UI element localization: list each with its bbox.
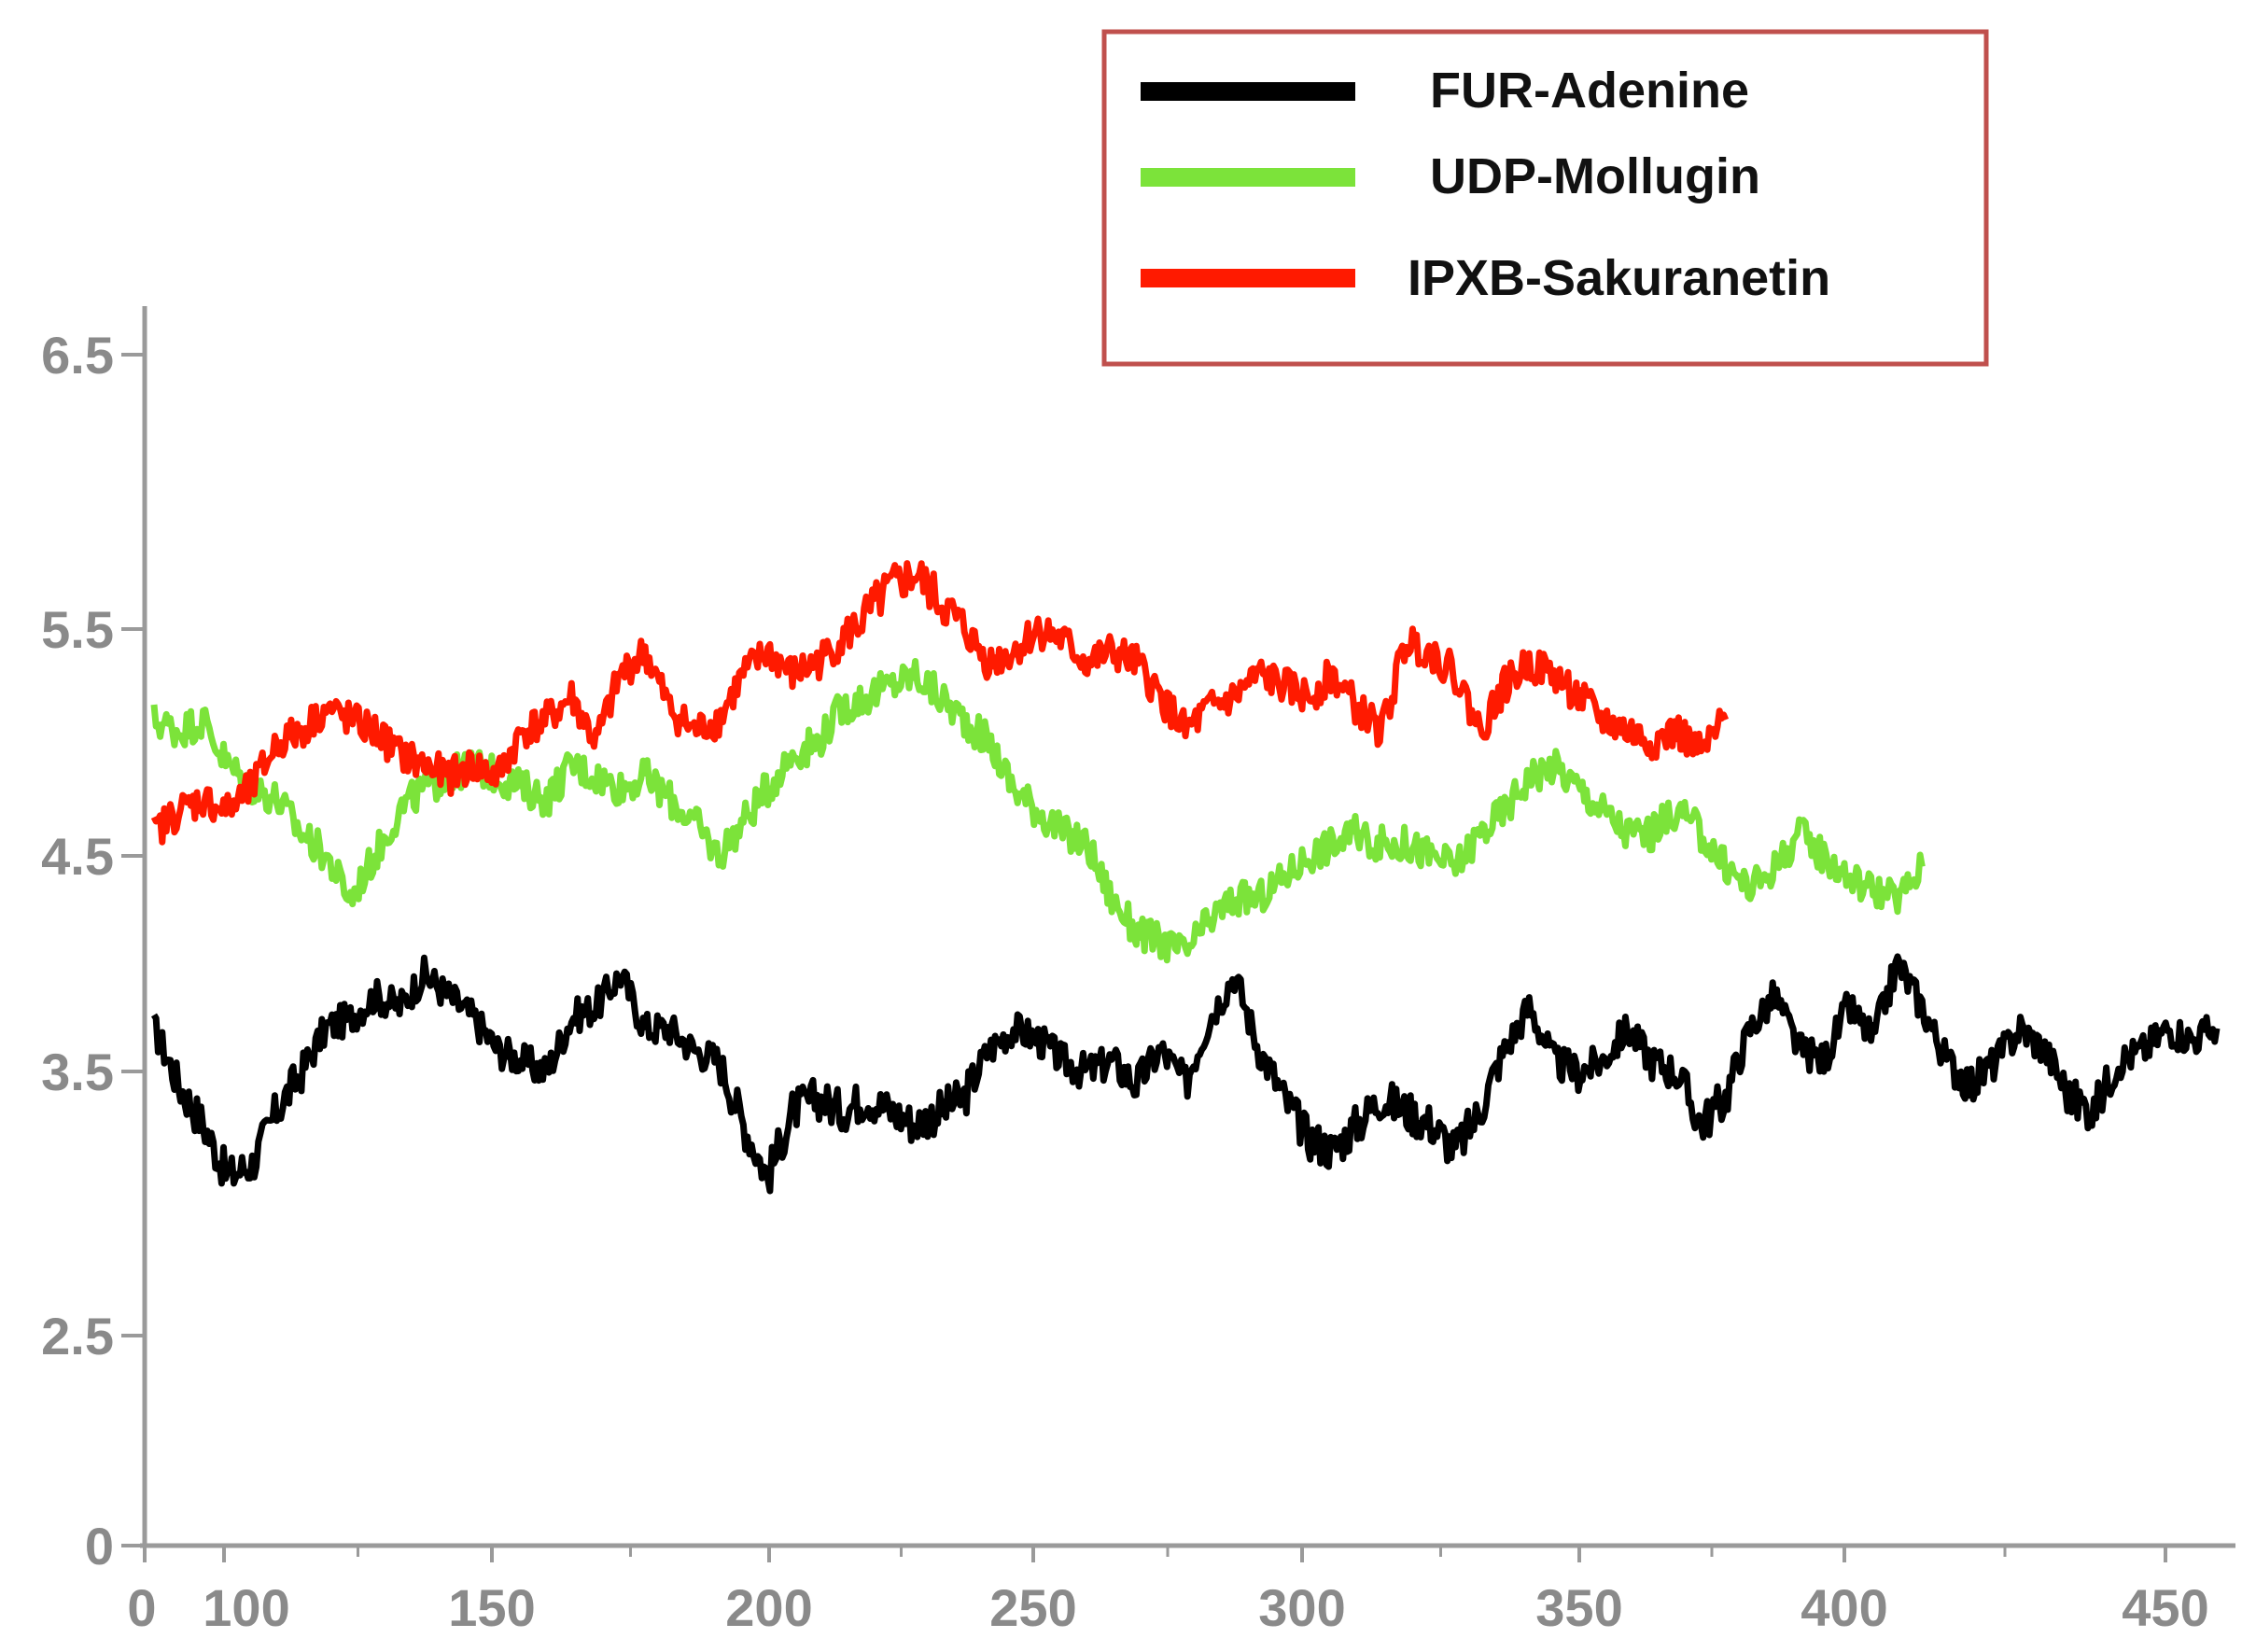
- legend-label-udp-mollugin: UDP-Mollugin: [1430, 148, 1760, 204]
- y-tick-label: 2.5: [41, 1307, 114, 1365]
- series-lines: [150, 560, 2221, 1195]
- legend-label-fur-adenine: FUR-Adenine: [1430, 63, 1749, 119]
- series-line-fur-adenine: [150, 953, 2221, 1195]
- legend-label-ipxb-sakuranetin: IPXB-Sakuranetin: [1408, 250, 1830, 306]
- y-tick-label: 6.5: [41, 326, 114, 385]
- x-tick-label: 0: [127, 1578, 156, 1637]
- y-tick-label: 4.5: [41, 827, 114, 886]
- x-tick-label: 350: [1535, 1578, 1622, 1637]
- x-tick-label: 450: [2122, 1578, 2208, 1637]
- x-tick-label: 200: [725, 1578, 812, 1637]
- x-tick-label: 300: [1258, 1578, 1345, 1637]
- y-tick-label: 3.5: [41, 1043, 114, 1101]
- legend: FUR-Adenine UDP-Mollugin IPXB-Sakuraneti…: [1101, 29, 1989, 367]
- x-tick-label: 150: [448, 1578, 535, 1637]
- x-ticks: 0 100 150 200 250 300 350 400 450: [127, 1546, 2209, 1637]
- y-tick-label: 5.5: [41, 600, 114, 659]
- series-line-udp-mollugin: [150, 658, 1926, 964]
- y-ticks: 0 2.5 3.5 4.5 5.5 6.5: [41, 326, 145, 1575]
- series-line-ipxb-sakuranetin: [150, 560, 1730, 846]
- axes: [140, 306, 2235, 1548]
- x-tick-label: 100: [203, 1578, 289, 1637]
- x-tick-label: 400: [1801, 1578, 1887, 1637]
- x-minor-ticks: [357, 1546, 2007, 1557]
- x-tick-label: 250: [989, 1578, 1076, 1637]
- y-tick-label: 0: [85, 1517, 114, 1575]
